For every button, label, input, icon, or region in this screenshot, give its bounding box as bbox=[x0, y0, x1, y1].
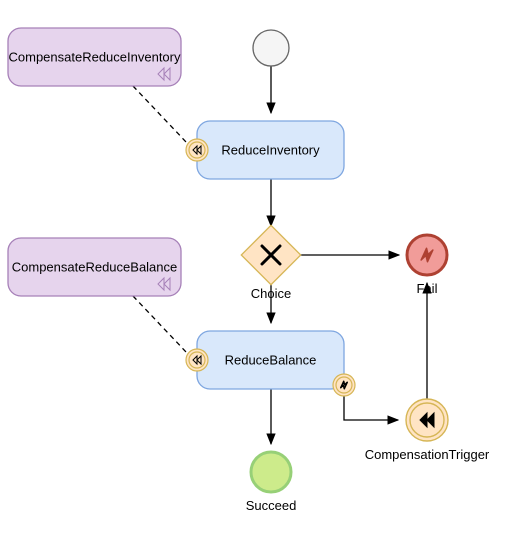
reduce-balance-error-event-icon bbox=[333, 374, 355, 396]
compensation-trigger-label: CompensationTrigger bbox=[365, 447, 490, 462]
reduce-balance-label: ReduceBalance bbox=[225, 352, 317, 367]
succeed-label: Succeed bbox=[246, 498, 297, 513]
reduce-balance-compensation-badge-icon bbox=[186, 349, 208, 371]
reduce-balance-task: ReduceBalance bbox=[197, 331, 344, 389]
compensation-trigger-event: CompensationTrigger bbox=[365, 399, 490, 462]
succeed-end-event: Succeed bbox=[246, 452, 297, 513]
choice-label: Choice bbox=[251, 286, 291, 301]
compensate-reduce-balance-label: CompensateReduceBalance bbox=[12, 259, 178, 274]
fail-end-event: Fail bbox=[407, 235, 447, 296]
reduce-inventory-task: ReduceInventory bbox=[197, 121, 344, 179]
fail-label: Fail bbox=[417, 281, 438, 296]
reduce-inventory-label: ReduceInventory bbox=[221, 142, 320, 157]
nodes-layer: CompensateReduceInventory ReduceInventor… bbox=[8, 28, 490, 513]
compensate-reduce-inventory-task: CompensateReduceInventory bbox=[8, 28, 181, 86]
reduce-inventory-compensation-badge-icon bbox=[186, 139, 208, 161]
choice-gateway: Choice bbox=[241, 225, 300, 301]
compensate-reduce-inventory-label: CompensateReduceInventory bbox=[9, 49, 181, 64]
compensate-reduce-balance-task: CompensateReduceBalance bbox=[8, 238, 181, 296]
start-event bbox=[253, 30, 289, 66]
